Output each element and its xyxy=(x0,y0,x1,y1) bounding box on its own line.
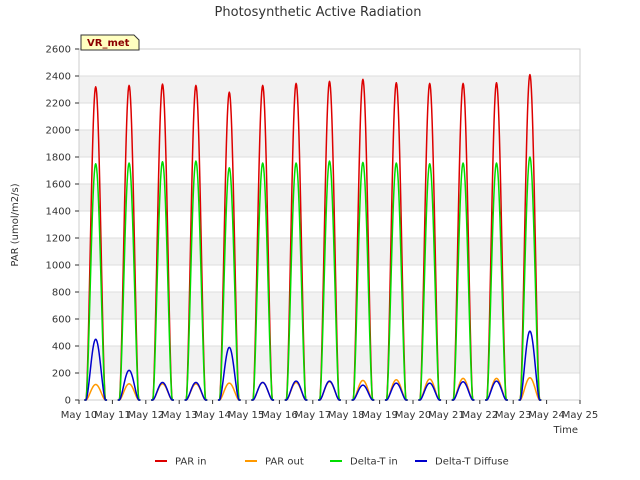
x-tick-label: May 11 xyxy=(94,410,131,421)
x-tick-label: May 13 xyxy=(161,410,198,421)
series-line-day xyxy=(384,162,408,401)
series-line-day xyxy=(184,160,208,401)
background-band xyxy=(79,238,580,265)
series-line-day xyxy=(251,162,275,401)
y-tick-label: 1000 xyxy=(46,261,71,272)
y-tick-label: 2600 xyxy=(46,45,71,56)
series-line-day xyxy=(84,338,108,401)
x-tick-label: May 17 xyxy=(295,410,332,421)
series-line-day xyxy=(518,156,542,401)
site-label-box: VR_met xyxy=(80,34,140,51)
y-axis: 0 200 400 600 800 1000 1200 1400 1600 1800 2000 220… xyxy=(46,45,79,407)
series-line-day xyxy=(284,380,308,401)
x-tick-label: May 22 xyxy=(462,410,499,421)
series-layer xyxy=(84,73,542,401)
series-line-day xyxy=(451,162,475,401)
x-tick-label: May 10 xyxy=(61,410,98,421)
series-line-day xyxy=(117,162,141,401)
x-tick-label: May 14 xyxy=(194,410,231,421)
series-line-day xyxy=(384,382,408,401)
series-line-day xyxy=(418,382,442,401)
x-tick-label: May 25 xyxy=(562,410,599,421)
background-band xyxy=(79,103,580,130)
legend: PAR in PAR out Delta-T in Delta-T Diffuse xyxy=(155,457,509,468)
y-tick-label: 2400 xyxy=(46,72,71,83)
series-line-day xyxy=(84,163,108,401)
x-tick-label: May 24 xyxy=(528,410,565,421)
y-tick-label: 2200 xyxy=(46,99,71,110)
y-tick-label: 400 xyxy=(52,342,71,353)
legend-label: PAR out xyxy=(265,457,304,468)
y-tick-label: 600 xyxy=(52,315,71,326)
series-line-day xyxy=(251,381,275,401)
background-band xyxy=(79,292,580,319)
x-tick-label: May 12 xyxy=(128,410,165,421)
series-line-day xyxy=(418,163,442,401)
y-tick-label: 1400 xyxy=(46,207,71,218)
series-line-day xyxy=(217,382,241,401)
series-line-day xyxy=(284,162,308,401)
plot-frame xyxy=(78,48,581,401)
background-band xyxy=(79,265,580,292)
background-band xyxy=(79,49,580,76)
background-band xyxy=(79,319,580,346)
legend-label: Delta-T in xyxy=(350,457,398,468)
x-tick-label: May 21 xyxy=(428,410,465,421)
x-tick-label: May 23 xyxy=(495,410,532,421)
series-line-day xyxy=(318,160,341,401)
y-tick-label: 1800 xyxy=(46,153,71,164)
y-tick-label: 1600 xyxy=(46,180,71,191)
series-line-day xyxy=(184,381,208,401)
series-line-day xyxy=(84,383,108,401)
y-tick-label: 200 xyxy=(52,369,71,380)
series-line-day xyxy=(485,162,508,401)
y-tick-label: 800 xyxy=(52,288,71,299)
y-axis-label: PAR (umol/m2/s) xyxy=(10,183,21,266)
x-tick-label: May 20 xyxy=(395,410,432,421)
series-line-day xyxy=(217,346,241,401)
series-line-day xyxy=(351,384,375,401)
x-tick-label: May 18 xyxy=(328,410,365,421)
series-line-day xyxy=(151,381,174,401)
plot-background-bands xyxy=(79,49,580,400)
legend-label: Delta-T Diffuse xyxy=(435,457,509,468)
x-tick-label: May 19 xyxy=(361,410,398,421)
background-band xyxy=(79,76,580,103)
x-tick-label: May 16 xyxy=(261,410,298,421)
chart-title: Photosynthetic Active Radiation xyxy=(215,5,422,20)
background-band xyxy=(79,130,580,157)
series-line-day xyxy=(518,376,542,401)
series-line-day xyxy=(318,380,341,401)
y-tick-label: 0 xyxy=(65,396,71,407)
series-line-day xyxy=(117,369,141,401)
series-line-day xyxy=(485,380,508,401)
series-line-day xyxy=(451,381,475,401)
background-band xyxy=(79,211,580,238)
site-label: VR_met xyxy=(87,38,130,49)
series-line-day xyxy=(518,330,542,401)
x-axis-label: Time xyxy=(553,425,578,436)
series-delta-t-diffuse xyxy=(84,330,542,401)
background-band xyxy=(79,346,580,373)
background-band xyxy=(79,184,580,211)
series-delta-t-in xyxy=(84,156,542,401)
series-line-day xyxy=(117,383,141,401)
series-line-day xyxy=(351,161,375,401)
legend-label: PAR in xyxy=(175,457,206,468)
y-tick-label: 1200 xyxy=(46,234,71,245)
y-tick-label: 2000 xyxy=(46,126,71,137)
x-tick-label: May 15 xyxy=(228,410,265,421)
series-line-day xyxy=(217,167,241,401)
series-line-day xyxy=(151,160,174,401)
background-band xyxy=(79,373,580,400)
